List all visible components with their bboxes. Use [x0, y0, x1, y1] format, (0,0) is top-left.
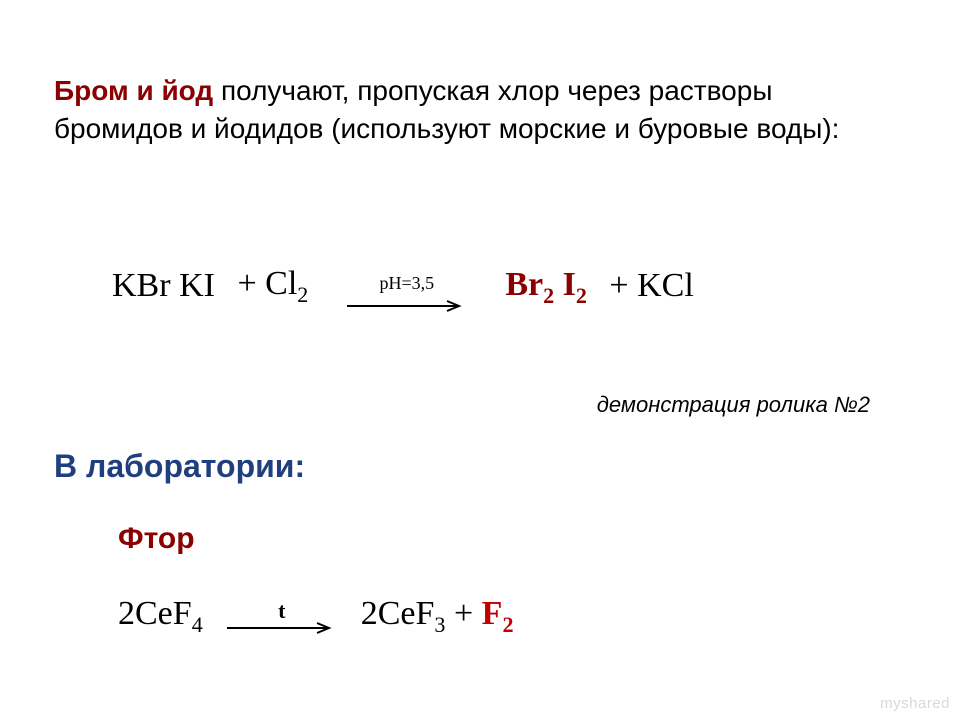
eq1-products-halogens: Br2 I2 [505, 261, 587, 312]
lab-heading: В лаборатории: [54, 448, 305, 485]
eq1-plus1: + [237, 265, 265, 302]
eq2-t-label: t [278, 598, 285, 624]
eq2-left: 2CeF4 [118, 595, 203, 638]
eq1-cl-sub: 2 [297, 281, 308, 306]
eq2-left-coef: 2 [118, 595, 135, 632]
eq1-kbr: KBr [112, 267, 171, 304]
watermark: myshared [880, 695, 950, 712]
eq1-br-sub: 2 [543, 282, 554, 307]
eq1-cl-base: Cl [265, 265, 297, 302]
fluorine-heading: Фтор [118, 522, 195, 556]
eq1-i-base: I [563, 266, 576, 303]
equation-1: KBr KI + Cl2 pH=3,5 Br2 I2 + KCl [112, 260, 694, 312]
eq1-br2: Br2 [505, 266, 554, 303]
arrow-icon [347, 300, 467, 312]
eq2-f2-sub: 2 [502, 612, 513, 637]
eq1-kcl-text: KCl [637, 267, 694, 304]
intro-paragraph: Бром и йод получают, пропуская хлор чере… [54, 72, 904, 148]
eq1-arrow-group: pH=3,5 [347, 260, 467, 312]
eq1-kcl: + KCl [609, 267, 693, 305]
eq1-i-sub: 2 [576, 282, 587, 307]
slide: Бром и йод получают, пропуская хлор чере… [0, 0, 960, 720]
arrow-icon [227, 622, 337, 634]
eq1-plus2: + [609, 267, 637, 304]
eq2-right: 2CeF3 + F2 [361, 595, 514, 638]
eq1-arrow-label: pH=3,5 [379, 273, 434, 293]
eq1-i2: I2 [563, 266, 587, 303]
eq2-plus: + [445, 595, 481, 632]
eq2-f2: F2 [482, 595, 514, 632]
eq2-f2-base: F [482, 595, 503, 632]
eq2-arrow-group: t [227, 598, 337, 634]
highlight-brom-iod: Бром и йод [54, 75, 213, 106]
eq2-right-coef: 2 [361, 595, 378, 632]
demo-caption: демонстрация ролика №2 [597, 392, 870, 418]
eq2-left-sub: 4 [192, 612, 203, 637]
eq2-left-base: CeF [135, 595, 192, 632]
eq1-ki: KI [179, 267, 215, 304]
equation-2: 2CeF4 t 2CeF3 + F2 [118, 595, 513, 638]
eq1-reagents-left: KBr KI [112, 262, 215, 310]
eq1-br-base: Br [505, 266, 543, 303]
eq2-right-sub: 3 [434, 612, 445, 637]
eq1-cl2: + Cl2 [237, 265, 308, 308]
eq2-right-base: CeF [378, 595, 435, 632]
